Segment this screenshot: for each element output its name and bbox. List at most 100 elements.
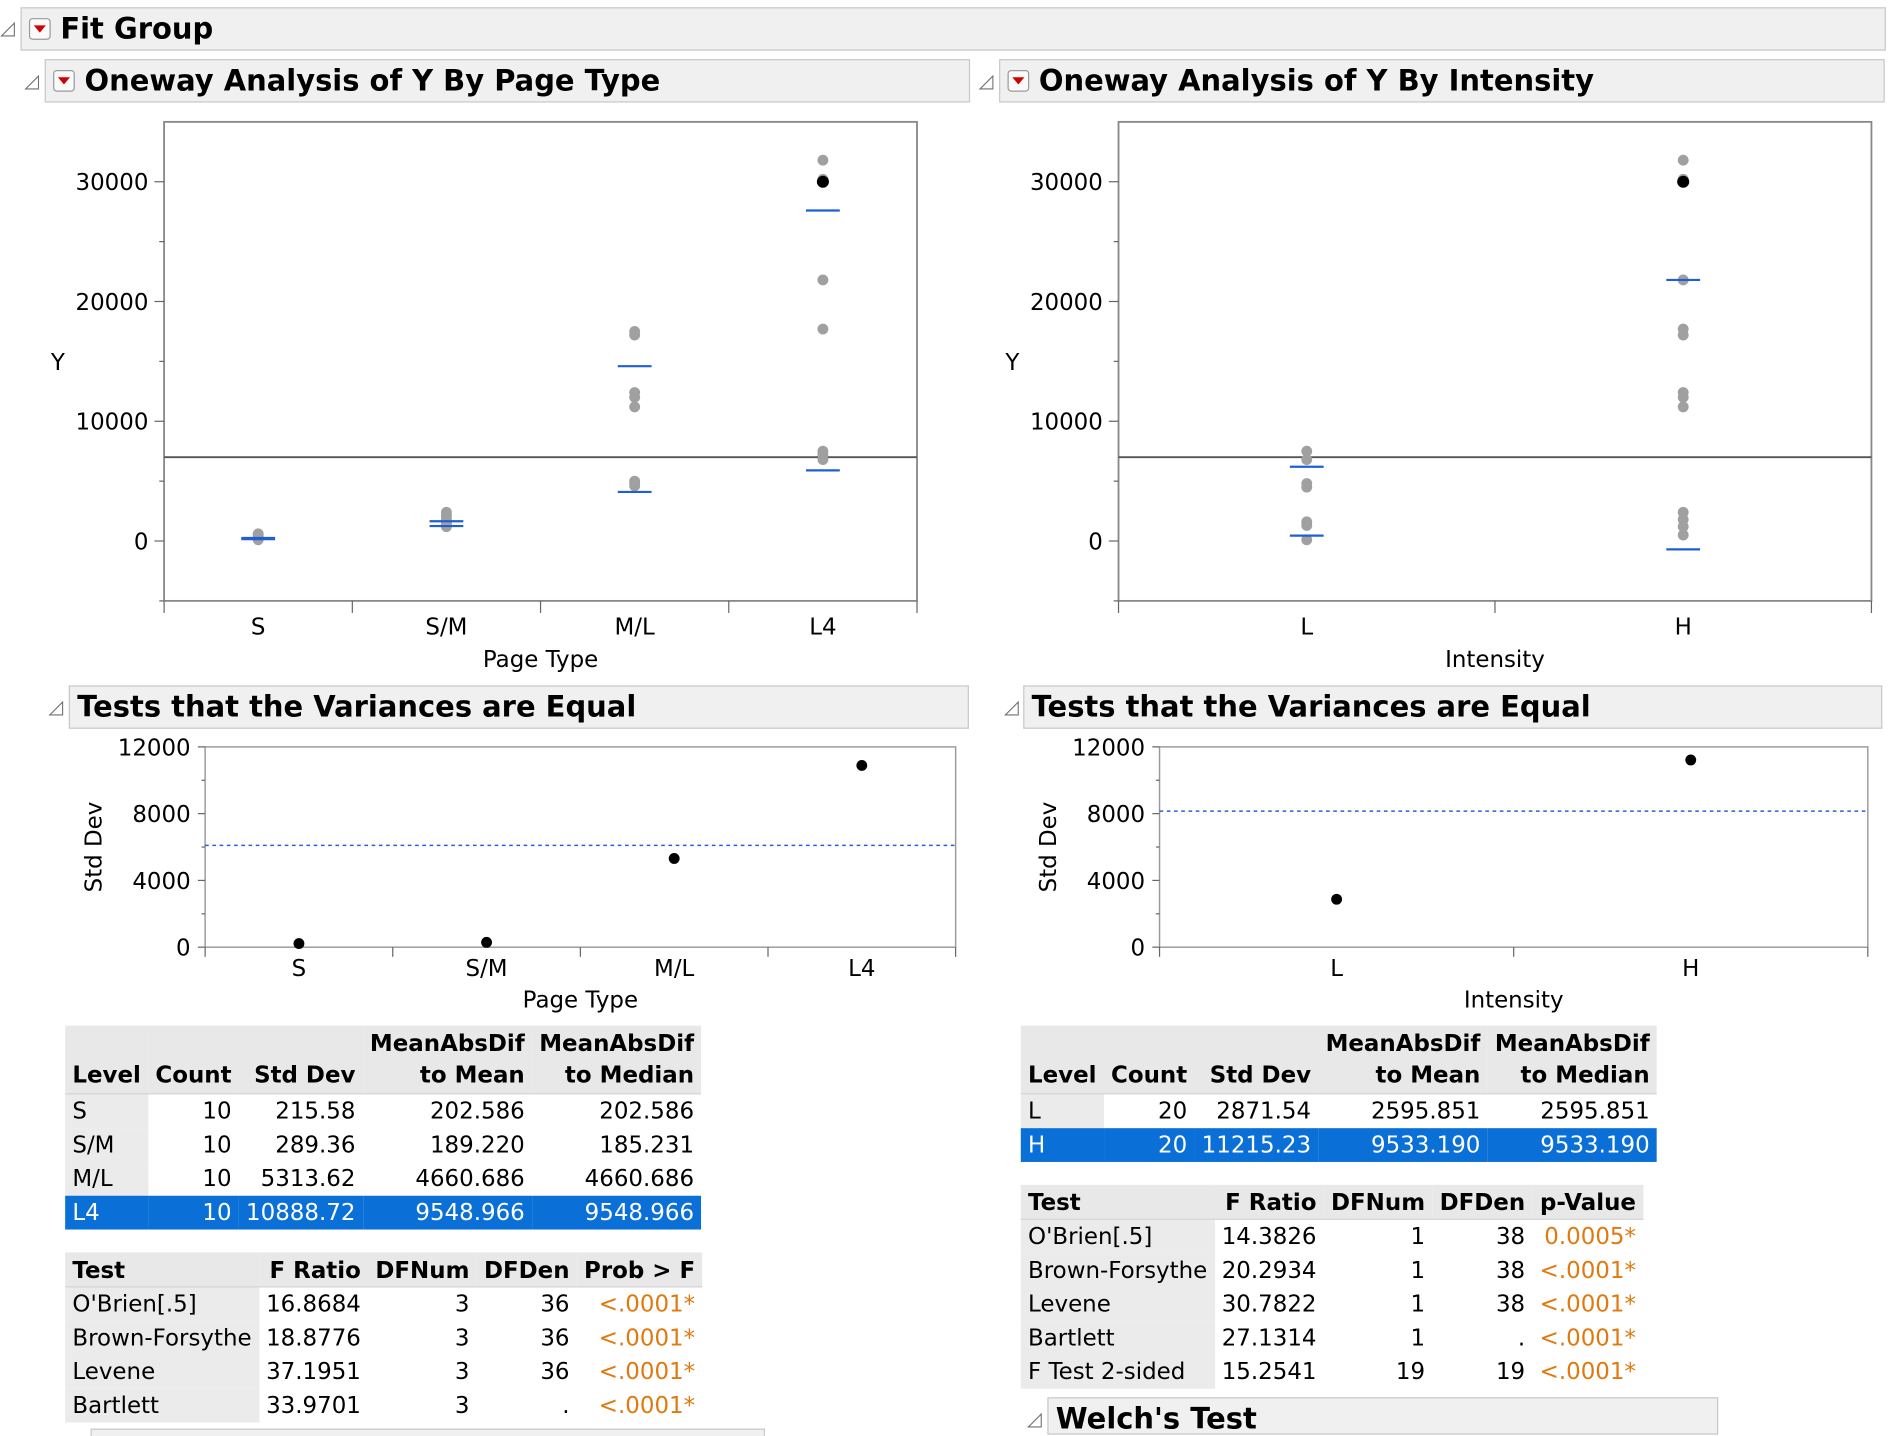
column-header-line1 (1028, 1028, 1097, 1059)
value-cell: 15.2541 (1221, 1358, 1317, 1386)
x-tick-label: L4 (848, 956, 875, 982)
x-tick-label: S/M (466, 956, 508, 982)
disclosure-icon[interactable]: ◿ (978, 68, 994, 92)
table-row[interactable]: Bartlett 27.1314 1. <.0001* (1020, 1321, 1643, 1356)
value-cell: 1 (1410, 1291, 1426, 1318)
p-value-cell: <.0001* (1539, 1257, 1636, 1284)
value-cell: 20 (1103, 1128, 1195, 1162)
value-cell: 215.58 (275, 1098, 356, 1125)
table-row[interactable]: S/M 10 289.36 189.220 185.231 (65, 1128, 701, 1162)
std-dev-point (668, 853, 680, 864)
selected-data-point (1677, 175, 1690, 188)
y-axis-label: Y (1004, 350, 1020, 376)
red-triangle-menu-icon[interactable] (28, 18, 51, 40)
column-header-line2: Std Dev (1209, 1061, 1312, 1089)
table-row[interactable]: Levene 37.1951 3 36 <.0001* (65, 1355, 702, 1389)
disclosure-icon[interactable]: ◿ (48, 695, 64, 718)
table-row[interactable]: Bartlett 33.9701 3. <.0001* (65, 1388, 702, 1423)
data-point (629, 326, 641, 337)
table-row[interactable]: O'Brien[.5] 16.8684 3 36 <.0001* (65, 1286, 702, 1322)
left-variances-header: Tests that the Variances are Equal (68, 685, 969, 729)
left-variances-title: Tests that the Variances are Equal (77, 690, 637, 724)
column-header: MeanAbsDif to Mean (1318, 1025, 1488, 1095)
red-triangle-menu-icon[interactable] (53, 69, 75, 92)
column-header-line1: MeanAbsDif (1494, 1030, 1650, 1057)
value-cell: 3 (454, 1358, 470, 1386)
std-dev-point (293, 938, 305, 950)
value-cell: 19 (1495, 1358, 1526, 1386)
p-value-cell: <.0001* (598, 1291, 696, 1318)
column-header-line1 (1202, 1028, 1311, 1059)
right-variances-header: Tests that the Variances are Equal (1023, 685, 1883, 729)
x-tick-label: L4 (809, 615, 836, 641)
data-point (817, 445, 829, 457)
x-tick-label: L (1330, 956, 1343, 982)
right-variances-title: Tests that the Variances are Equal (1031, 690, 1591, 724)
data-point (1677, 387, 1689, 398)
x-tick-label: M/L (654, 956, 694, 982)
column-header-line2: to Mean (1375, 1061, 1481, 1089)
table-row[interactable]: Brown-Forsythe 20.2934 1 38 <.0001* (1020, 1253, 1643, 1288)
value-cell: 185.231 (599, 1131, 695, 1159)
plot-frame (204, 746, 957, 948)
table-row[interactable]: H 20 11215.23 9533.190 9533.190 (1020, 1128, 1657, 1162)
value-cell: . (562, 1392, 570, 1419)
column-header-line1 (155, 1028, 231, 1059)
value-cell: 9548.966 (362, 1195, 532, 1230)
table-row[interactable]: O'Brien[.5] 14.3826 1 38 0.0005* (1020, 1219, 1643, 1254)
disclosure-icon[interactable]: ◿ (0, 15, 15, 39)
value-cell: 33.9701 (266, 1392, 361, 1419)
y-axis-label: Y (50, 350, 66, 376)
column-header: Std Dev (238, 1025, 363, 1095)
disclosure-icon[interactable]: ◿ (1003, 695, 1019, 718)
column-header: DFDen (476, 1252, 577, 1288)
column-header: Test (1020, 1184, 1215, 1220)
table-row[interactable]: S 10 215.58 202.586 202.586 (65, 1093, 701, 1129)
level-cell: L4 (65, 1195, 149, 1230)
red-triangle-menu-icon[interactable] (1007, 69, 1030, 92)
column-header-line2: to Median (1520, 1061, 1650, 1089)
data-point (1677, 154, 1689, 166)
value-cell: 2595.851 (1540, 1098, 1650, 1125)
value-cell: 1 (1410, 1223, 1426, 1251)
table-row[interactable]: F Test 2-sided 15.2541 19 19 <.0001* (1020, 1355, 1643, 1389)
data-point (252, 528, 264, 540)
disclosure-icon[interactable]: ◿ (24, 68, 39, 92)
value-cell: 9533.190 (1487, 1128, 1657, 1162)
table-row[interactable]: L 20 2871.54 2595.851 2595.851 (1020, 1093, 1657, 1129)
column-header-line2: Level (72, 1061, 141, 1089)
welch-header: Welch's Test (1047, 1397, 1719, 1436)
y-tick-label: 10000 (76, 410, 149, 436)
y-tick-label: 4000 (1087, 869, 1145, 895)
table-row[interactable]: M/L 10 5313.62 4660.686 4660.686 (65, 1161, 701, 1196)
column-header: F Ratio (1214, 1184, 1324, 1220)
test-name-cell: F Test 2-sided (1020, 1355, 1215, 1389)
value-cell: 20 (1158, 1098, 1188, 1125)
value-cell: 36 (540, 1291, 570, 1318)
value-cell: 4660.686 (415, 1165, 525, 1193)
value-cell: 189.220 (429, 1131, 525, 1159)
level-cell: H (1020, 1128, 1104, 1162)
value-cell: 10 (202, 1131, 232, 1159)
table-row[interactable]: Levene 30.7822 1 38 <.0001* (1020, 1287, 1643, 1322)
table-row[interactable]: Brown-Forsythe 18.8776 3 36 <.0001* (65, 1321, 702, 1356)
value-cell: 9533.190 (1318, 1128, 1488, 1162)
selected-data-point (816, 175, 829, 188)
left-level-table: Level Count Std Dev MeanAbsDif to Mean Mean… (65, 1025, 702, 1230)
column-header-line2: Level (1028, 1061, 1097, 1089)
data-point (629, 401, 641, 413)
column-header-line2: to Mean (419, 1061, 525, 1089)
level-cell: S (65, 1093, 149, 1129)
column-header-line2: Std Dev (254, 1061, 356, 1089)
value-cell: 4660.686 (584, 1165, 695, 1193)
level-cell: L (1020, 1093, 1104, 1129)
std-dev-point (1685, 754, 1697, 766)
column-header: DFNum (368, 1252, 477, 1288)
y-tick-label: 0 (134, 529, 149, 555)
y-axis-label: Std Dev (81, 802, 107, 893)
disclosure-icon[interactable]: ◿ (1026, 1406, 1042, 1430)
table-row[interactable]: L4 10 10888.72 9548.966 9548.966 (65, 1195, 702, 1230)
value-cell: 38 (1495, 1223, 1526, 1251)
value-cell: 38 (1495, 1291, 1526, 1318)
value-cell: 2595.851 (1370, 1098, 1481, 1125)
